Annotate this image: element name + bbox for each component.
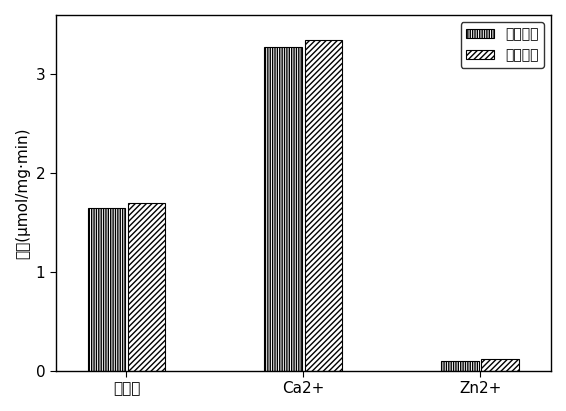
Bar — [441, 361, 479, 371]
Bar — [305, 40, 342, 371]
Bar — [264, 46, 302, 371]
Bar — [128, 203, 165, 371]
Legend: 荧光强度, 荧光对命: 荧光强度, 荧光对命 — [461, 22, 544, 68]
Bar — [88, 208, 125, 371]
Bar — [482, 359, 519, 371]
Y-axis label: 活性(μmol/mg·min): 活性(μmol/mg·min) — [15, 127, 30, 259]
